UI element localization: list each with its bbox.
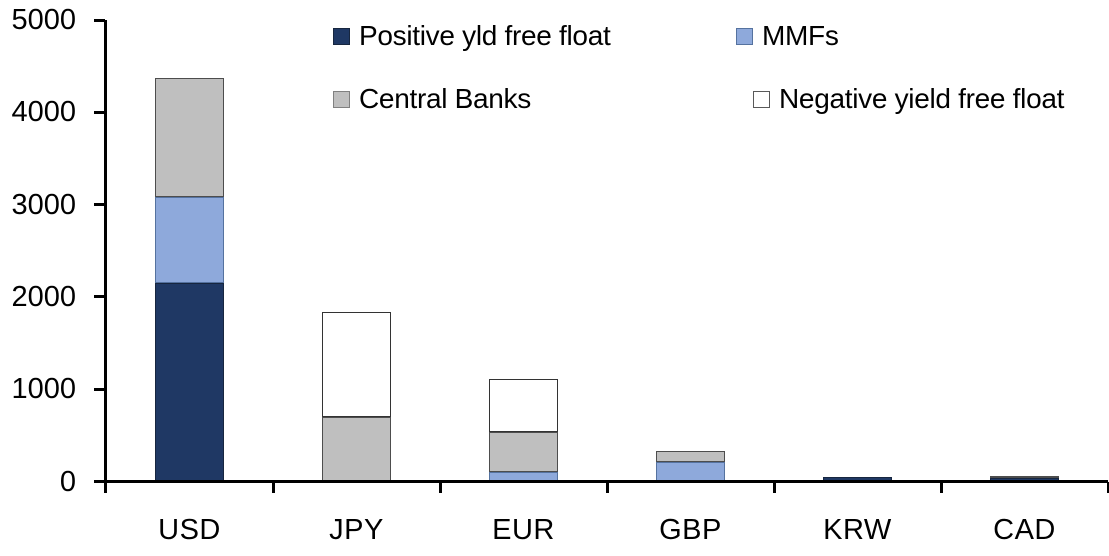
- legend-label: Negative yield free float: [779, 83, 1065, 114]
- y-axis-label: 0: [59, 465, 76, 498]
- x-axis-label: EUR: [492, 514, 555, 546]
- bar-segment: [656, 451, 725, 462]
- bar-segment: [155, 78, 224, 198]
- bar-segment: [489, 431, 558, 473]
- bar-segment: [322, 311, 391, 417]
- bar-segment: [155, 283, 224, 482]
- y-axis-label: 1000: [11, 373, 76, 406]
- y-axis-tick: [94, 387, 105, 391]
- x-axis-tick: [271, 481, 275, 493]
- y-axis-tick: [94, 295, 105, 299]
- y-axis-tick: [94, 18, 105, 22]
- y-axis-label: 2000: [11, 280, 76, 313]
- legend-item: MMFs: [736, 19, 839, 53]
- bar-segment: [990, 475, 1059, 479]
- x-axis-label: KRW: [823, 514, 892, 546]
- x-axis-tick: [438, 481, 442, 493]
- bar-segment: [656, 461, 725, 482]
- y-axis-label: 3000: [11, 188, 76, 221]
- legend-label: MMFs: [762, 20, 839, 51]
- x-axis-tick: [939, 481, 943, 493]
- legend-label: Central Banks: [359, 83, 531, 114]
- x-axis-tick: [605, 481, 609, 493]
- x-axis-tick: [1106, 481, 1109, 493]
- legend-item: Central Banks: [333, 82, 531, 116]
- x-axis-label: USD: [158, 514, 221, 546]
- y-axis-line: [104, 20, 107, 493]
- legend-swatch: [333, 90, 350, 108]
- y-axis-tick: [94, 480, 105, 483]
- y-axis-label: 5000: [11, 4, 76, 36]
- x-axis-label: JPY: [329, 514, 384, 546]
- y-axis-tick: [94, 110, 105, 114]
- legend-label: Positive yld free float: [359, 20, 611, 51]
- bar-segment: [155, 197, 224, 284]
- legend-swatch: [736, 27, 753, 45]
- bar-segment: [322, 416, 391, 482]
- x-axis-line: [104, 480, 1108, 483]
- legend-item: Negative yield free float: [753, 82, 1064, 116]
- y-axis-label: 4000: [11, 96, 76, 129]
- legend-swatch: [333, 27, 350, 45]
- x-axis-tick: [772, 481, 776, 493]
- bar-segment: [489, 378, 558, 432]
- legend-swatch: [753, 90, 770, 108]
- x-axis-label: CAD: [993, 514, 1056, 546]
- y-axis-tick: [94, 203, 105, 207]
- legend-item: Positive yld free float: [333, 19, 611, 53]
- x-axis-label: GBP: [659, 514, 722, 546]
